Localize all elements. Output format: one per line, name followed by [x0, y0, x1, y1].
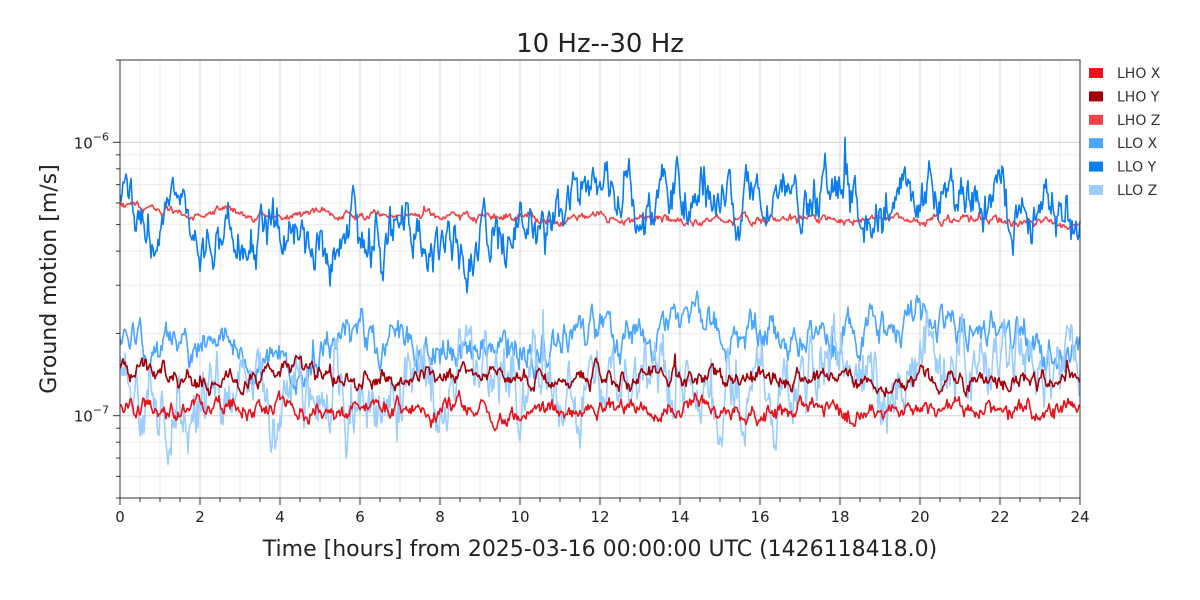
series-line-lho-x: [119, 389, 1081, 432]
legend-swatch-lho-z: [1089, 114, 1103, 125]
y-tick-label: 10−6: [74, 130, 109, 152]
legend-label-llo-z: LLO Z: [1117, 183, 1157, 199]
x-tick-label: 14: [670, 508, 689, 526]
legend-label-lho-z: LHO Z: [1117, 113, 1160, 129]
x-tick-label: 2: [195, 508, 205, 526]
series-line-lho-y: [119, 353, 1081, 398]
y-axis-label: Ground motion [m/s]: [37, 164, 62, 393]
y-axis-ticks: 10−7 10−6: [74, 59, 120, 499]
legend: LHO X LHO Y LHO Z LLO X LLO Y LLO Z: [1089, 66, 1161, 199]
x-tick-label: 18: [830, 508, 849, 526]
series-layer: [119, 136, 1081, 466]
legend-label-llo-y: LLO Y: [1117, 160, 1157, 176]
legend-swatch-llo-x: [1089, 138, 1103, 149]
major-grid: [119, 60, 1081, 498]
legend-swatch-llo-y: [1089, 161, 1103, 172]
series-line-llo-y: [119, 136, 1081, 294]
legend-swatch-lho-y: [1089, 91, 1103, 102]
series-line-lho-z: [119, 200, 1081, 231]
y-tick-label: 10−7: [74, 404, 109, 426]
x-tick-label: 8: [435, 508, 445, 526]
legend-swatch-lho-x: [1089, 68, 1103, 78]
chart-title: 10 Hz--30 Hz: [516, 29, 684, 59]
x-tick-label: 22: [990, 508, 1009, 526]
x-tick-label: 6: [355, 508, 365, 526]
legend-label-lho-x: LHO X: [1117, 66, 1161, 82]
legend-swatch-llo-z: [1089, 185, 1103, 195]
x-tick-label: 10: [510, 508, 529, 526]
legend-label-llo-x: LLO X: [1117, 136, 1158, 152]
x-tick-label: 16: [750, 508, 769, 526]
x-tick-label: 20: [910, 508, 929, 526]
x-tick-label: 0: [115, 508, 125, 526]
x-axis-label: Time [hours] from 2025-03-16 00:00:00 UT…: [262, 537, 937, 562]
series-line-llo-x: [119, 290, 1081, 396]
x-tick-label: 24: [1070, 508, 1089, 526]
x-tick-label: 12: [590, 508, 609, 526]
x-axis-ticks: 0 2 4 6 8 10 12 14 16 18 20 22 24: [115, 498, 1090, 526]
legend-label-lho-y: LHO Y: [1117, 89, 1160, 105]
x-tick-label: 4: [275, 508, 285, 526]
